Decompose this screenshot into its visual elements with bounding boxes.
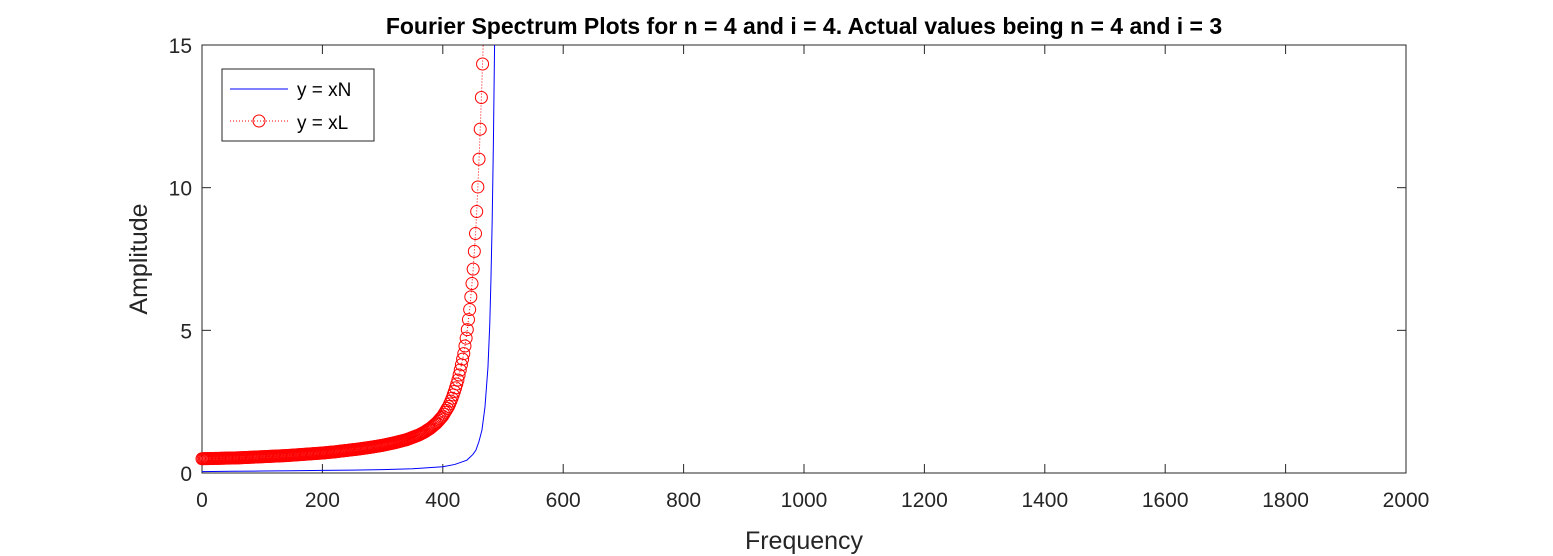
data-point-xL: [460, 323, 474, 337]
x-tick-label: 1000: [781, 489, 828, 512]
series-line-xL: [201, 44, 484, 460]
legend-box: [221, 68, 375, 142]
series-layer: [195, 44, 496, 473]
x-tick-label: 0: [196, 489, 208, 512]
plot-area: 0 200 400 600 800 1000 1200 1400 1600 1800 2000 0 5 1…: [169, 35, 1430, 512]
legend-label-xN: y = xN: [297, 80, 351, 101]
legend-marker-xL: [252, 114, 266, 128]
x-tick-label: 2000: [1383, 489, 1430, 512]
x-tick-label: 200: [305, 489, 340, 512]
x-tick-label: 1400: [1021, 489, 1068, 512]
data-point-xL: [453, 363, 467, 377]
y-tick-label: 5: [180, 320, 192, 343]
y-axis-label: Amplitude: [125, 203, 153, 314]
data-point-xL: [456, 352, 470, 366]
data-point-xL: [470, 205, 484, 219]
x-tick-label: 800: [666, 489, 701, 512]
data-point-xL: [457, 347, 471, 361]
x-tick-label: 600: [546, 489, 581, 512]
x-tick-label: 1800: [1262, 489, 1309, 512]
data-point-xL: [458, 339, 472, 353]
data-point-xL: [466, 262, 480, 276]
x-axis-label: Frequency: [745, 527, 864, 555]
x-tick-label: 1200: [901, 489, 948, 512]
series-line-xN: [201, 44, 496, 473]
data-point-xL: [472, 152, 486, 166]
data-point-xL: [476, 57, 490, 71]
series-markers-xL: [195, 57, 490, 466]
data-point-xL: [461, 313, 475, 327]
y-tick-label: 10: [169, 178, 192, 201]
data-point-xL: [452, 368, 466, 382]
data-point-xL: [471, 180, 485, 194]
plot-frame: [201, 44, 1407, 474]
ticks-layer: 0 200 400 600 800 1000 1200 1400 1600 1800 2000 0 5 1…: [169, 35, 1430, 512]
legend-label-xL: y = xL: [297, 113, 348, 134]
data-point-xL: [459, 331, 473, 345]
data-point-xL: [451, 373, 465, 387]
x-tick-label: 400: [425, 489, 460, 512]
data-point-xL: [467, 244, 481, 258]
data-point-xL: [469, 227, 483, 241]
y-tick-label: 0: [180, 463, 192, 486]
chart-title: Fourier Spectrum Plots for n = 4 and i =…: [386, 13, 1222, 39]
data-point-xL: [473, 122, 487, 136]
data-point-xL: [474, 91, 488, 105]
y-tick-label: 15: [169, 35, 192, 58]
x-tick-label: 1600: [1142, 489, 1189, 512]
data-point-xL: [464, 290, 478, 304]
data-point-xL: [463, 303, 477, 317]
legend: y = xN y = xL: [221, 68, 375, 142]
data-point-xL: [465, 277, 479, 291]
